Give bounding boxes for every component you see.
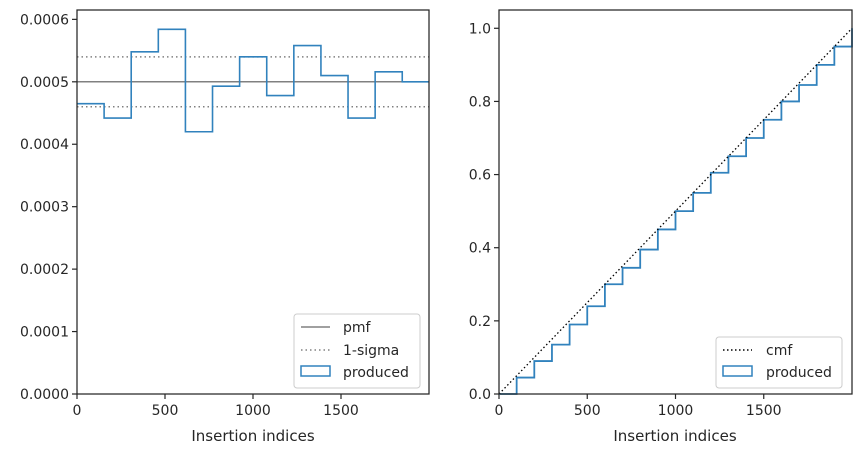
legend-produced-swatch-right bbox=[722, 365, 753, 377]
legend-produced-label: produced bbox=[343, 365, 409, 381]
produced-cumulative-series bbox=[499, 28, 853, 395]
right-axes-frame bbox=[498, 9, 853, 395]
legend-sigma-label: 1-sigma bbox=[343, 343, 399, 359]
x-tick-label: 1500 bbox=[746, 403, 782, 419]
x-tick-label: 1500 bbox=[323, 403, 359, 419]
y-tick-label: 0.0004 bbox=[20, 137, 69, 153]
right-x-axis-label: Insertion indices bbox=[613, 427, 736, 445]
legend-pmf-label: pmf bbox=[343, 320, 372, 336]
legend-produced-label-right: produced bbox=[766, 365, 832, 381]
y-tick-label: 0.8 bbox=[469, 94, 491, 110]
left-legend-box bbox=[293, 313, 421, 389]
legend-cmf-label: cmf bbox=[766, 343, 793, 359]
x-tick-label: 1000 bbox=[235, 403, 271, 419]
left-axes-frame bbox=[76, 9, 430, 395]
y-tick-label: 0.0005 bbox=[20, 75, 69, 91]
cmf-panel: 0.0 0.2 0.4 0.6 0.8 1.0 0 500 1000 1500 Insertio… bbox=[469, 9, 853, 445]
x-tick-label: 500 bbox=[152, 403, 179, 419]
y-tick-label: 0.0002 bbox=[20, 262, 69, 278]
right-legend: cmf produced bbox=[715, 336, 843, 389]
left-y-ticks: 0.0000 0.0001 0.0002 0.0003 0.0004 0.0005 0.00… bbox=[20, 12, 77, 403]
y-tick-label: 0.0006 bbox=[20, 12, 69, 28]
y-tick-label: 0.0000 bbox=[20, 387, 69, 403]
left-x-ticks: 0 500 1000 1500 bbox=[73, 394, 359, 419]
y-tick-label: 1.0 bbox=[469, 21, 491, 37]
produced-step-series bbox=[77, 28, 429, 133]
right-plot-area bbox=[498, 27, 853, 395]
y-tick-label: 0.0003 bbox=[20, 200, 69, 216]
left-legend: pmf 1-sigma produced bbox=[293, 313, 421, 389]
x-tick-label: 1000 bbox=[658, 403, 694, 419]
x-tick-label: 0 bbox=[73, 403, 82, 419]
legend-produced-swatch bbox=[300, 365, 331, 377]
left-x-axis-label: Insertion indices bbox=[191, 427, 314, 445]
y-tick-label: 0.0 bbox=[469, 387, 491, 403]
y-tick-label: 0.4 bbox=[469, 241, 491, 257]
left-plot-area bbox=[77, 28, 429, 133]
y-tick-label: 0.0001 bbox=[20, 325, 69, 341]
pmf-panel: 0.0000 0.0001 0.0002 0.0003 0.0004 0.0005 0.00… bbox=[20, 9, 430, 445]
y-tick-label: 0.2 bbox=[469, 314, 491, 330]
y-tick-label: 0.6 bbox=[469, 168, 491, 184]
right-y-ticks: 0.0 0.2 0.4 0.6 0.8 1.0 bbox=[469, 21, 499, 403]
cmf-line bbox=[498, 27, 853, 395]
right-x-ticks: 0 500 1000 1500 bbox=[495, 394, 782, 419]
x-tick-label: 500 bbox=[574, 403, 601, 419]
x-tick-label: 0 bbox=[495, 403, 504, 419]
